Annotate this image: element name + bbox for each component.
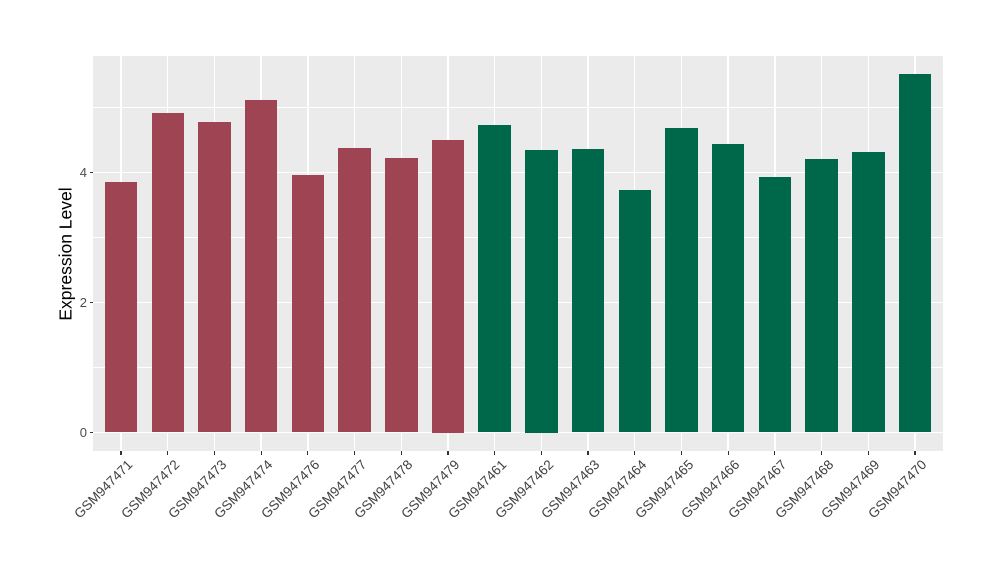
bar <box>525 149 558 433</box>
y-tick-label: 4 <box>79 164 87 180</box>
x-tick-mark <box>680 451 683 455</box>
x-tick-mark <box>120 451 122 455</box>
bar <box>618 190 651 433</box>
x-tick-mark <box>820 451 823 455</box>
y-tick-mark <box>89 431 93 434</box>
x-tick-mark <box>307 451 309 455</box>
bar <box>898 74 932 433</box>
bar <box>665 128 698 433</box>
major-gridline <box>93 171 943 174</box>
bar <box>478 125 511 433</box>
x-tick-mark <box>587 451 589 455</box>
x-tick-mark <box>634 451 636 455</box>
x-tick-mark <box>167 451 169 455</box>
bar <box>852 152 885 433</box>
bar <box>291 175 325 433</box>
bar <box>244 99 278 433</box>
minor-gridline <box>93 237 943 238</box>
major-gridline <box>93 301 943 304</box>
bar <box>571 149 605 433</box>
y-tick-label: 0 <box>79 424 87 440</box>
y-tick-mark <box>89 171 93 174</box>
bar <box>338 147 371 433</box>
x-tick-mark <box>867 451 869 455</box>
x-tick-mark <box>353 451 356 455</box>
x-tick-mark <box>213 451 216 455</box>
x-tick-mark <box>494 451 496 455</box>
x-tick-mark <box>774 451 776 455</box>
x-tick-mark <box>260 451 262 455</box>
bar <box>104 181 138 433</box>
y-axis-title: Expression Level <box>55 187 75 321</box>
x-tick-mark <box>447 451 449 455</box>
y-tick-mark <box>89 301 93 304</box>
bar <box>805 158 838 433</box>
x-tick-mark <box>914 451 916 455</box>
x-tick-mark <box>400 451 402 455</box>
plot-panel <box>93 56 943 451</box>
minor-gridline <box>93 107 943 108</box>
bar <box>198 122 231 433</box>
bar <box>385 157 418 433</box>
bar <box>431 140 465 433</box>
bar <box>711 143 745 433</box>
bar <box>151 112 184 433</box>
major-gridline <box>93 431 943 434</box>
x-tick-mark <box>540 451 542 455</box>
x-tick-mark <box>727 451 729 455</box>
minor-gridline <box>93 367 943 368</box>
bar <box>758 177 792 433</box>
y-tick-label: 2 <box>79 294 87 310</box>
